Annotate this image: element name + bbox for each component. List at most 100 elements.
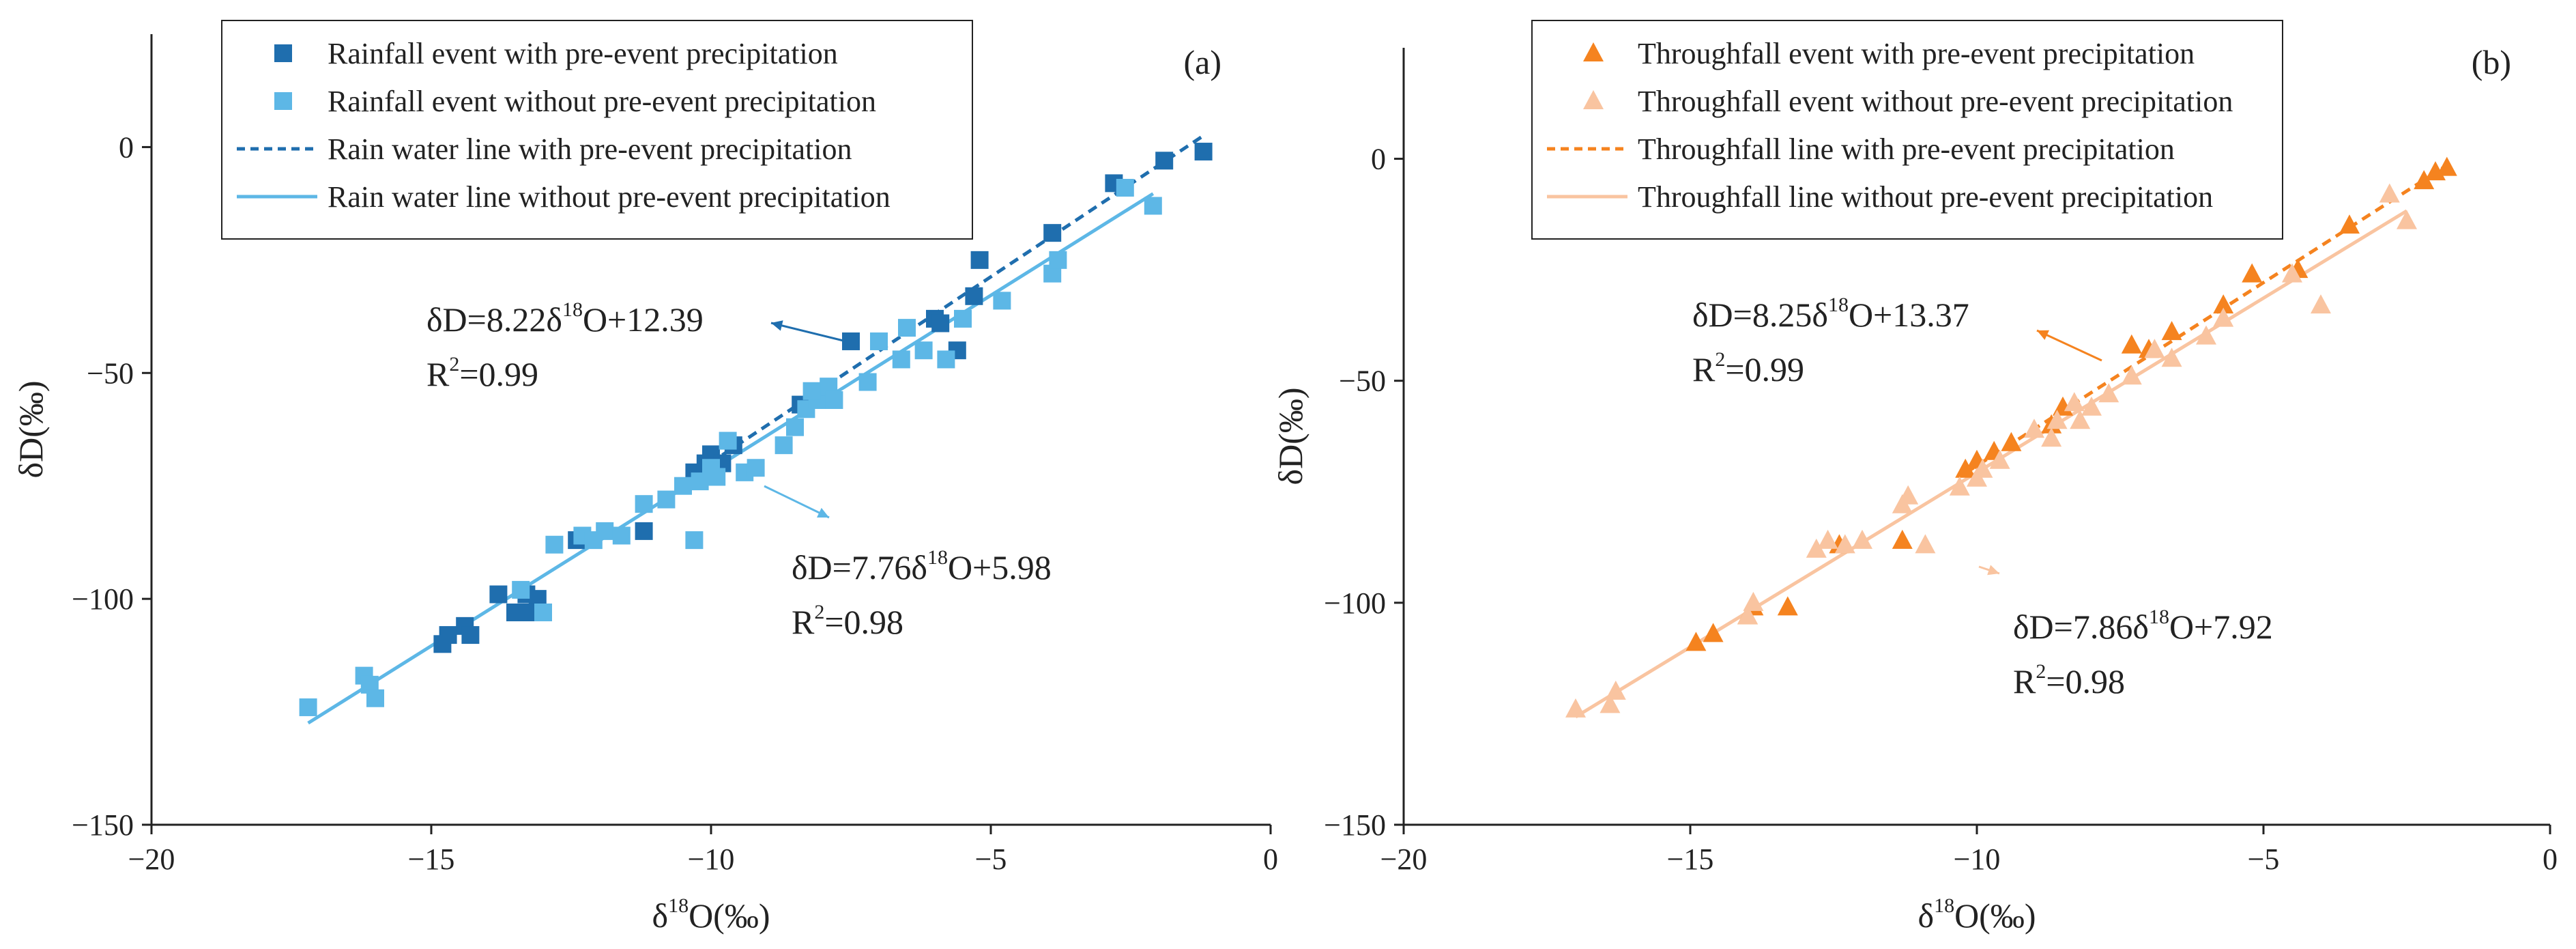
data-point xyxy=(993,292,1011,310)
data-point xyxy=(512,580,530,599)
legend-marker xyxy=(274,44,292,62)
data-point xyxy=(2379,183,2400,203)
y-tick-label: 0 xyxy=(119,130,134,164)
panel-a: −20 −15 −10 −5 0−150−100−500δ18O(‰)δD(‰)δD=8… xyxy=(12,20,1278,935)
y-tick-label: −50 xyxy=(1339,365,1386,398)
data-point xyxy=(747,459,765,477)
annotation-arrow xyxy=(764,485,830,519)
data-point xyxy=(2339,214,2360,234)
data-point xyxy=(786,418,804,436)
data-point xyxy=(1605,680,1626,700)
data-point xyxy=(2196,325,2216,345)
data-point xyxy=(1777,596,1798,616)
legend: Throughfall event with pre-event precipi… xyxy=(1531,20,2283,240)
data-point xyxy=(2064,392,2085,412)
y-tick-label: −100 xyxy=(1324,586,1386,620)
regression-annotation: δD=7.86δ18O+7.92 R2=0.98 xyxy=(1978,565,2273,700)
data-point xyxy=(914,341,933,360)
data-point xyxy=(1685,632,1707,651)
x-tick-label: −10 xyxy=(1954,842,2001,876)
x-tick-label: −20 xyxy=(1380,842,1428,876)
y-axis-title: δD(‰) xyxy=(12,381,50,479)
panel-label: (b) xyxy=(2472,43,2511,81)
data-point xyxy=(2001,431,2022,451)
data-point xyxy=(674,477,692,495)
legend-marker xyxy=(274,92,292,110)
panel-b: −20 −15 −10 −5 0−150−100−500δ18O(‰)δD(‰)δD=8… xyxy=(1271,20,2558,935)
x-tick-label: −15 xyxy=(408,842,455,876)
x-tick-label: 0 xyxy=(2543,842,2558,876)
annotation-arrowhead xyxy=(771,320,783,331)
annotation-arrowhead xyxy=(2037,330,2049,340)
data-point xyxy=(2024,419,2044,438)
data-point xyxy=(596,522,614,540)
data-point xyxy=(1817,529,1838,549)
data-point xyxy=(2436,156,2457,176)
x-tick-label: −15 xyxy=(1667,842,1714,876)
x-tick-label: −10 xyxy=(688,842,735,876)
data-point xyxy=(489,585,508,604)
data-point xyxy=(612,526,631,545)
data-point xyxy=(2397,210,2417,229)
data-point xyxy=(1155,152,1174,170)
x-tick-label: −5 xyxy=(2248,842,2280,876)
data-point xyxy=(1049,251,1067,269)
data-point xyxy=(1972,458,1993,478)
r-squared-label: R2=0.99 xyxy=(1692,348,1804,388)
fit-line-with-pre-event xyxy=(1964,164,2448,474)
data-point xyxy=(1989,449,2010,469)
data-point xyxy=(2414,170,2435,190)
legend-marker xyxy=(1583,42,1604,61)
data-point xyxy=(657,490,676,509)
panel-label: (a) xyxy=(1184,43,1222,81)
data-point xyxy=(1565,698,1586,718)
legend-marker xyxy=(1583,90,1604,109)
data-point xyxy=(1043,224,1062,242)
data-point xyxy=(2242,263,2263,283)
data-point xyxy=(2161,348,2182,367)
x-axis-title: δ18O(‰) xyxy=(1918,894,2036,935)
data-point xyxy=(1898,485,1919,505)
data-point xyxy=(1194,143,1213,161)
legend-box xyxy=(221,20,973,240)
data-point xyxy=(802,382,821,400)
data-point xyxy=(2046,410,2068,429)
data-point xyxy=(965,287,983,305)
x-tick-label: −20 xyxy=(128,842,175,876)
data-point xyxy=(366,689,384,707)
data-point xyxy=(545,535,564,554)
data-point xyxy=(870,332,888,350)
data-point xyxy=(1955,458,1976,478)
data-point xyxy=(1892,529,1913,549)
data-point xyxy=(970,251,989,269)
data-point xyxy=(937,350,955,369)
data-point xyxy=(2282,263,2302,283)
regression-equation: δD=7.76δ18O+5.98 xyxy=(792,546,1052,586)
data-point xyxy=(1116,178,1134,197)
data-point xyxy=(2121,365,2142,385)
legend-label: Throughfall event without pre-event prec… xyxy=(1638,85,2233,118)
data-point xyxy=(1806,538,1827,558)
data-point xyxy=(2213,307,2234,327)
data-point xyxy=(2081,396,2102,416)
y-axis-title: δD(‰) xyxy=(1271,388,1309,485)
data-point xyxy=(685,531,704,550)
data-point xyxy=(719,431,737,450)
y-tick-label: −150 xyxy=(1324,808,1386,842)
legend-label: Rain water line without pre-event precip… xyxy=(328,180,891,214)
data-point xyxy=(299,698,317,716)
data-point xyxy=(1703,623,1724,642)
r-squared-label: R2=0.98 xyxy=(792,601,903,641)
data-point xyxy=(954,309,972,328)
data-point xyxy=(2161,321,2182,341)
annotation-arrowhead xyxy=(1987,565,1999,576)
x-axis-title: δ18O(‰) xyxy=(652,894,770,935)
data-point xyxy=(1852,529,1872,549)
annotation-arrowhead xyxy=(817,507,829,518)
y-tick-label: 0 xyxy=(1371,143,1386,176)
data-point xyxy=(2144,339,2165,358)
x-tick-label: −5 xyxy=(975,842,1007,876)
regression-equation: δD=8.25δ18O+13.37 xyxy=(1692,294,1969,334)
r-squared-label: R2=0.99 xyxy=(426,353,538,393)
data-point xyxy=(2041,427,2062,447)
